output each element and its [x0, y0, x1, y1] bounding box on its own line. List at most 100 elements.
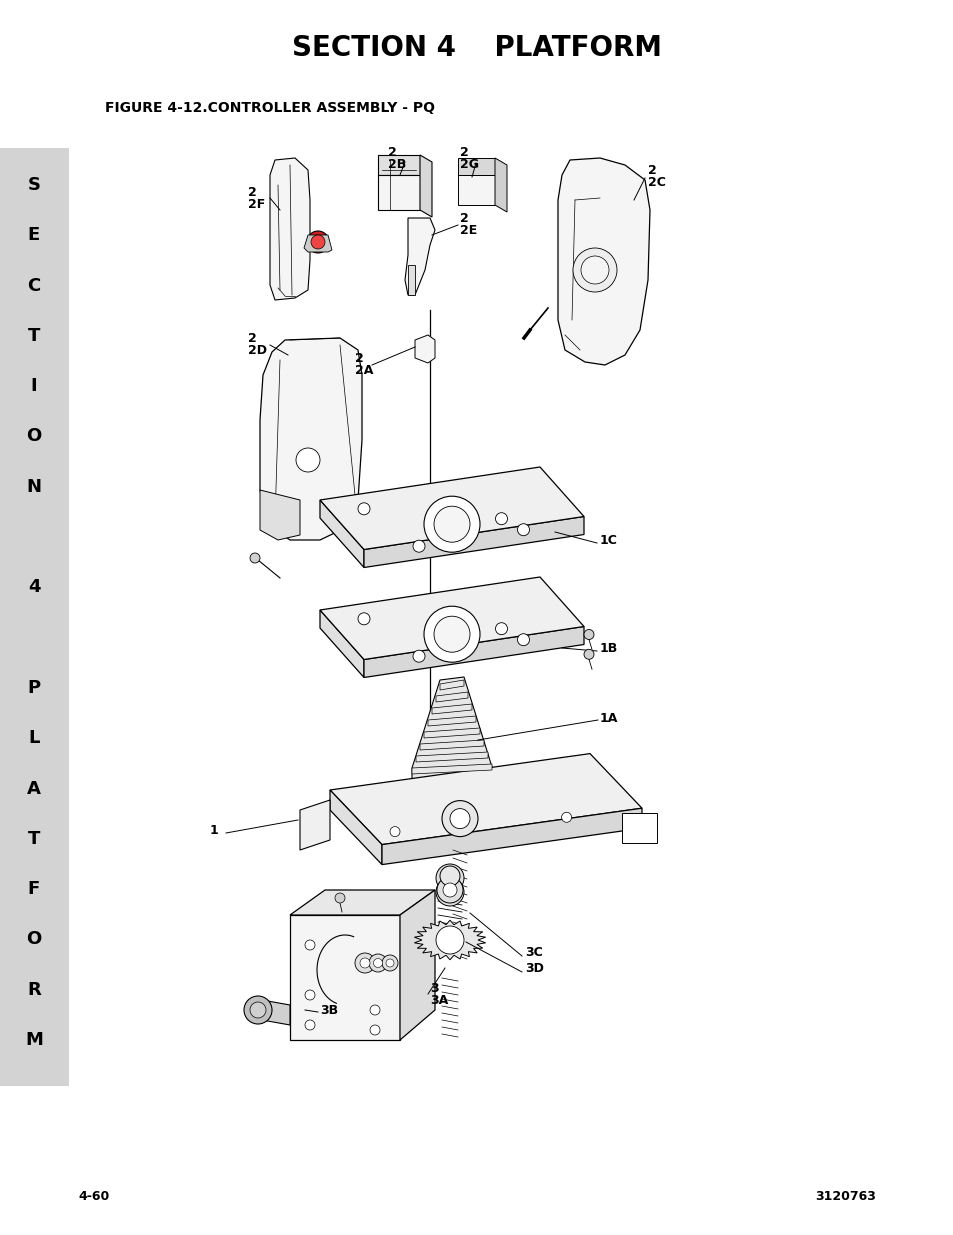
- Circle shape: [450, 809, 470, 829]
- Text: 2B: 2B: [388, 158, 406, 172]
- Text: 3120763: 3120763: [814, 1191, 875, 1203]
- Polygon shape: [408, 266, 415, 295]
- Text: R: R: [27, 981, 41, 999]
- Circle shape: [359, 958, 370, 968]
- Text: 2F: 2F: [248, 199, 265, 211]
- Text: M: M: [25, 1031, 43, 1049]
- Text: P: P: [28, 679, 41, 697]
- Polygon shape: [457, 158, 495, 175]
- Text: 3A: 3A: [430, 994, 448, 1008]
- Text: 3C: 3C: [524, 946, 542, 958]
- Text: 2G: 2G: [459, 158, 478, 172]
- Circle shape: [370, 1025, 379, 1035]
- Circle shape: [573, 248, 617, 291]
- Circle shape: [495, 622, 507, 635]
- Circle shape: [305, 1020, 314, 1030]
- Polygon shape: [319, 500, 364, 568]
- Circle shape: [374, 958, 382, 967]
- Polygon shape: [290, 890, 435, 915]
- Circle shape: [357, 613, 370, 625]
- Circle shape: [250, 1002, 266, 1018]
- Text: 2: 2: [647, 163, 656, 177]
- Bar: [0, 148, 69, 1086]
- Text: 2: 2: [248, 331, 256, 345]
- Circle shape: [436, 877, 462, 903]
- Polygon shape: [419, 740, 483, 750]
- Text: O: O: [27, 930, 42, 948]
- Polygon shape: [260, 338, 361, 540]
- Text: 3: 3: [430, 982, 438, 994]
- Circle shape: [583, 630, 594, 640]
- Circle shape: [369, 953, 387, 972]
- Text: 4-60: 4-60: [78, 1191, 110, 1203]
- Text: N: N: [27, 478, 42, 495]
- Circle shape: [423, 606, 479, 662]
- Text: T: T: [28, 327, 40, 345]
- Text: 2: 2: [248, 185, 256, 199]
- Text: S: S: [28, 177, 40, 194]
- Polygon shape: [621, 813, 657, 844]
- Circle shape: [439, 866, 459, 885]
- Polygon shape: [299, 800, 330, 850]
- Polygon shape: [416, 752, 488, 762]
- Text: I: I: [30, 377, 37, 395]
- Polygon shape: [319, 577, 583, 659]
- Circle shape: [244, 995, 272, 1024]
- Text: T: T: [28, 830, 40, 847]
- Circle shape: [390, 826, 399, 836]
- Polygon shape: [319, 467, 583, 550]
- Circle shape: [307, 231, 329, 253]
- Text: A: A: [27, 779, 41, 798]
- Polygon shape: [419, 156, 432, 217]
- Circle shape: [357, 503, 370, 515]
- Circle shape: [381, 955, 397, 971]
- Text: 2E: 2E: [459, 225, 476, 237]
- Polygon shape: [364, 516, 583, 568]
- Circle shape: [517, 634, 529, 646]
- Text: 3B: 3B: [319, 1004, 337, 1016]
- Text: FIGURE 4-12.CONTROLLER ASSEMBLY - PQ: FIGURE 4-12.CONTROLLER ASSEMBLY - PQ: [105, 101, 435, 115]
- Polygon shape: [377, 156, 419, 175]
- Text: 2: 2: [388, 146, 396, 158]
- Circle shape: [583, 650, 594, 659]
- Polygon shape: [330, 790, 381, 864]
- Polygon shape: [414, 920, 485, 960]
- Polygon shape: [558, 158, 649, 366]
- Text: 3D: 3D: [524, 962, 543, 974]
- Circle shape: [335, 893, 345, 903]
- Polygon shape: [304, 235, 332, 252]
- Polygon shape: [415, 335, 435, 363]
- Text: 2A: 2A: [355, 364, 373, 378]
- Circle shape: [413, 540, 424, 552]
- Circle shape: [434, 616, 470, 652]
- Circle shape: [561, 813, 571, 823]
- Polygon shape: [381, 808, 641, 864]
- Circle shape: [305, 940, 314, 950]
- Text: E: E: [28, 226, 40, 245]
- Polygon shape: [495, 158, 506, 212]
- Polygon shape: [428, 716, 476, 726]
- Circle shape: [250, 553, 260, 563]
- Circle shape: [311, 235, 325, 249]
- Text: F: F: [28, 881, 40, 898]
- Circle shape: [441, 800, 477, 836]
- Polygon shape: [260, 490, 299, 540]
- Text: 1: 1: [210, 824, 218, 836]
- Text: L: L: [29, 729, 40, 747]
- Polygon shape: [290, 915, 399, 1040]
- Polygon shape: [412, 677, 492, 781]
- Text: 1B: 1B: [599, 641, 618, 655]
- Circle shape: [434, 506, 470, 542]
- Polygon shape: [412, 764, 492, 774]
- Polygon shape: [330, 753, 641, 845]
- Circle shape: [436, 878, 463, 906]
- Circle shape: [305, 990, 314, 1000]
- Polygon shape: [436, 692, 468, 701]
- Circle shape: [386, 960, 394, 967]
- Polygon shape: [270, 158, 310, 300]
- Text: C: C: [28, 277, 41, 295]
- Text: 2: 2: [459, 146, 468, 158]
- Text: 1C: 1C: [599, 534, 618, 547]
- Circle shape: [495, 513, 507, 525]
- Circle shape: [295, 448, 319, 472]
